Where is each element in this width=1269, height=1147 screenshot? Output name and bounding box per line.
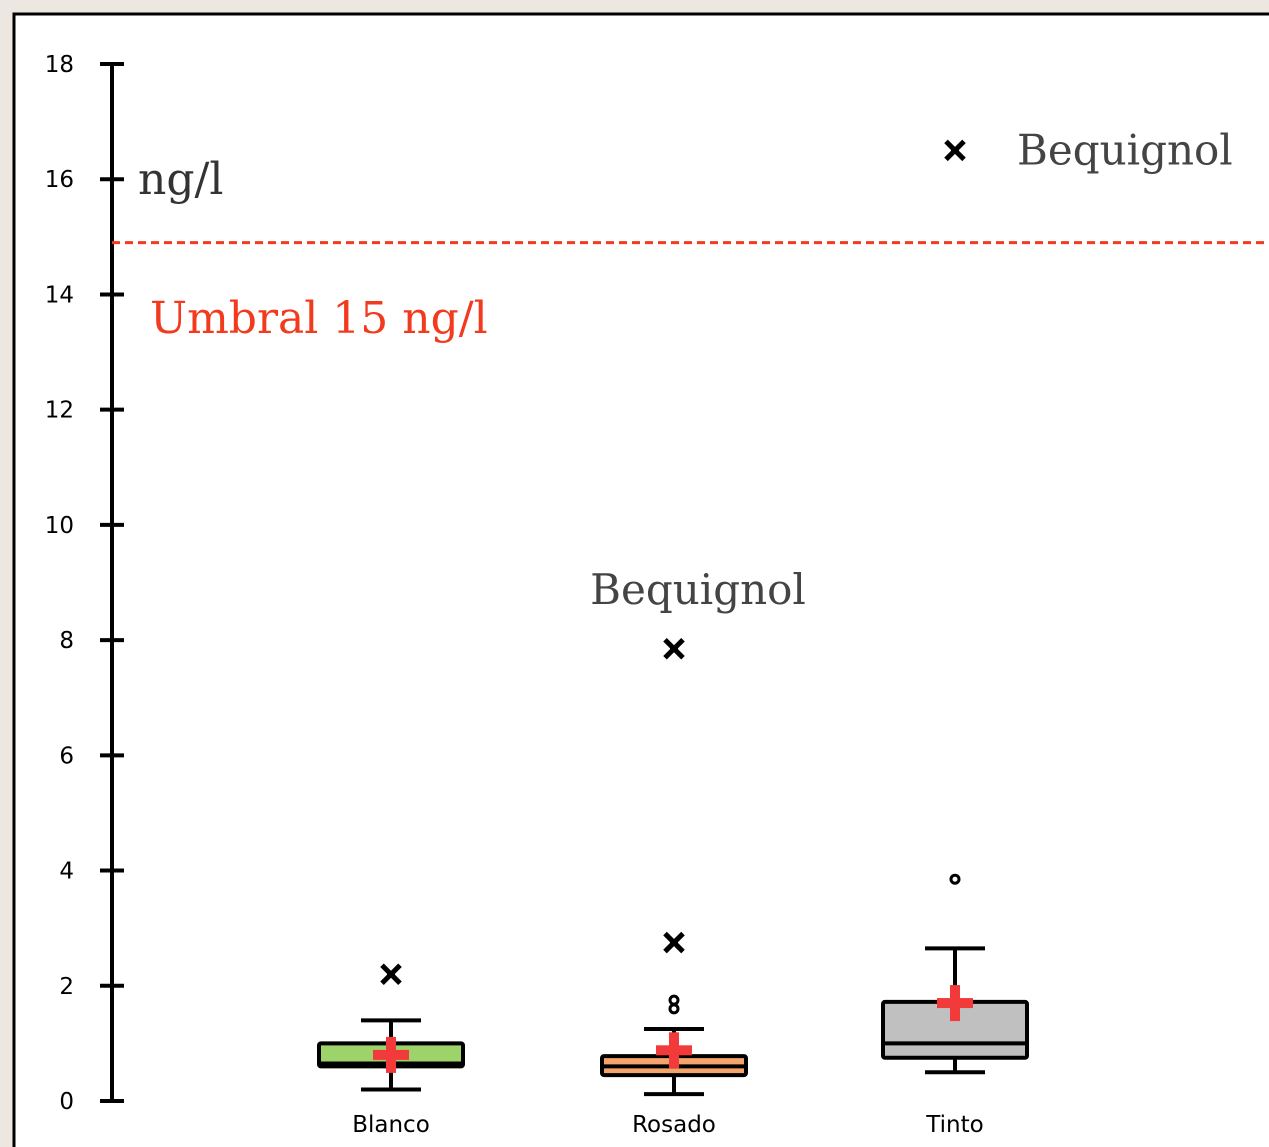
mean-marker — [373, 1036, 409, 1073]
outlier-circle-marker — [668, 1003, 680, 1015]
outlier-label: Bequignol — [1017, 125, 1233, 174]
outlier-star-marker — [663, 637, 685, 660]
labels: ng/l Umbral 15 ng/l — [138, 154, 488, 344]
x-category-label: Tinto — [925, 1112, 983, 1138]
x-category-label: Rosado — [632, 1112, 716, 1138]
outlier-star-marker — [944, 139, 966, 162]
y-tick-label: 16 — [45, 167, 74, 193]
y-tick-label: 12 — [45, 398, 74, 424]
outlier-label: Bequignol — [590, 565, 806, 614]
mean-bar-v — [950, 985, 960, 1022]
outlier-circle-marker — [668, 994, 680, 1006]
box-blanco: Blanco — [317, 963, 465, 1138]
box-tinto: Bequignol Tinto — [881, 125, 1233, 1138]
y-tick-label: 6 — [59, 743, 74, 769]
y-tick-label: 14 — [45, 282, 74, 308]
box-rosado: Bequignol Rosado — [590, 565, 806, 1138]
plot-area — [12, 12, 1269, 1147]
y-tick-label: 4 — [59, 859, 74, 885]
outlier-circle-marker — [949, 873, 961, 885]
unit-label: ng/l — [138, 154, 223, 205]
y-tick-label: 8 — [59, 628, 74, 654]
outlier-star-marker — [663, 931, 685, 954]
boxes: Blanco Bequignol Rosado Bequignol Tinto — [317, 125, 1233, 1138]
mean-bar-v — [669, 1032, 679, 1069]
y-tick-label: 2 — [59, 974, 74, 1000]
outlier-star-marker — [380, 963, 402, 986]
y-axis: 0 2 4 6 8 10 12 14 16 18 — [45, 52, 124, 1115]
threshold-label: Umbral 15 ng/l — [150, 293, 488, 344]
y-tick-label: 0 — [59, 1089, 74, 1115]
y-tick-label: 18 — [45, 52, 74, 78]
x-category-label: Blanco — [352, 1112, 430, 1138]
mean-bar-v — [386, 1036, 396, 1073]
y-tick-label: 10 — [45, 513, 74, 539]
mean-marker — [656, 1032, 692, 1069]
mean-marker — [937, 985, 973, 1022]
